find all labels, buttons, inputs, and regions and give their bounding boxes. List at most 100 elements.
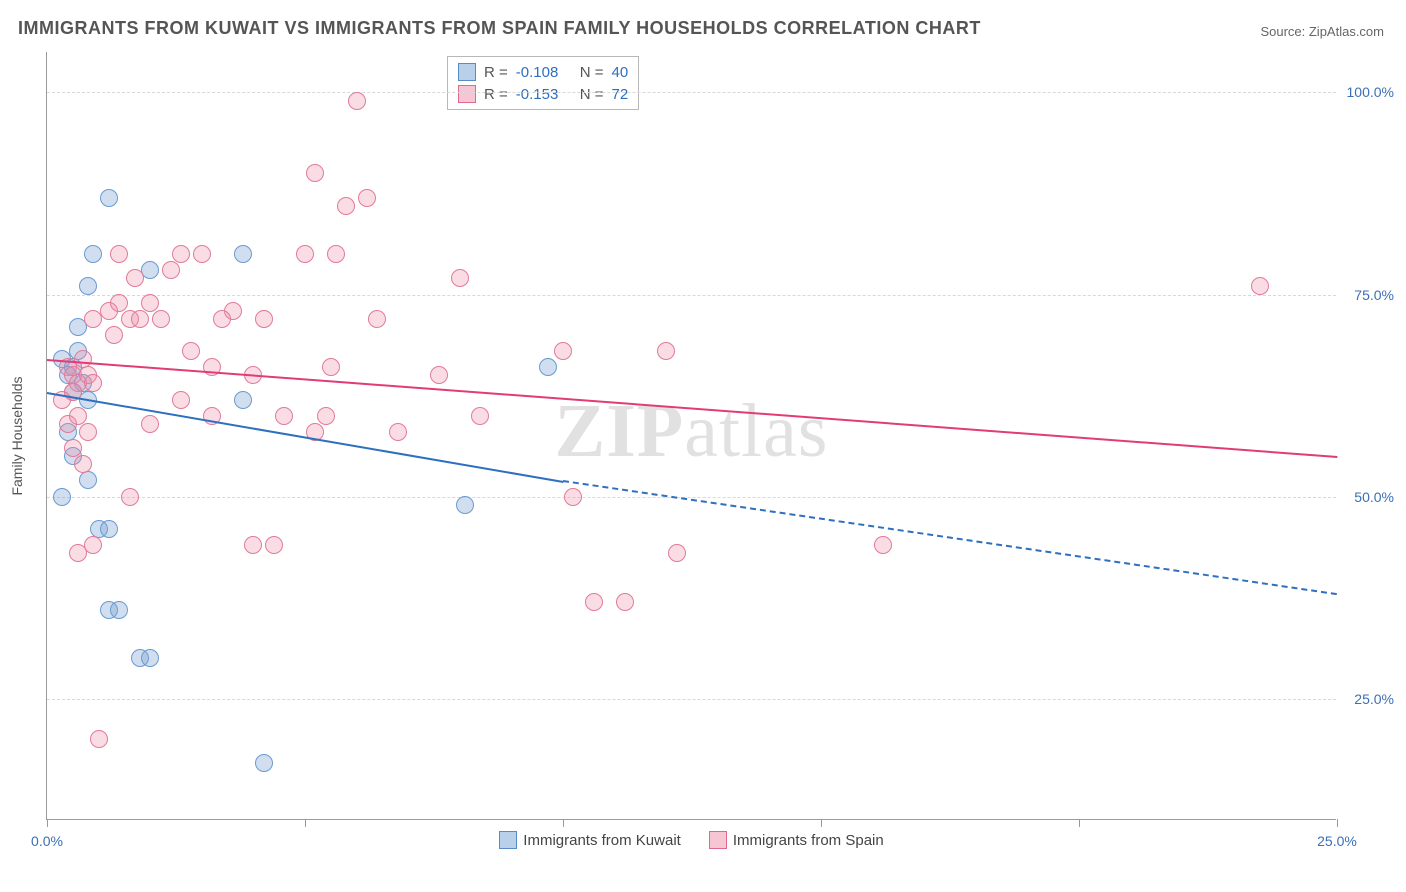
trend-line (47, 359, 1337, 458)
legend-r-label: R = (484, 64, 508, 81)
data-point (121, 488, 139, 506)
legend-series: Immigrants from Kuwait Immigrants from Sp… (47, 831, 1336, 853)
legend-n-value: 72 (612, 86, 629, 103)
data-point (110, 245, 128, 263)
data-point (244, 536, 262, 554)
gridline (47, 92, 1336, 93)
source-attribution: Source: ZipAtlas.com (1260, 24, 1384, 39)
data-point (105, 326, 123, 344)
x-tick-label: 25.0% (1317, 833, 1357, 849)
data-point (193, 245, 211, 263)
legend-r-value: -0.108 (516, 64, 572, 81)
data-point (64, 439, 82, 457)
data-point (141, 294, 159, 312)
chart-title: IMMIGRANTS FROM KUWAIT VS IMMIGRANTS FRO… (18, 18, 981, 39)
data-point (131, 310, 149, 328)
data-point (668, 544, 686, 562)
gridline (47, 295, 1336, 296)
legend-swatch (458, 63, 476, 81)
data-point (172, 245, 190, 263)
data-point (327, 245, 345, 263)
x-tick (305, 819, 306, 827)
data-point (275, 407, 293, 425)
data-point (296, 245, 314, 263)
data-point (255, 310, 273, 328)
data-point (172, 391, 190, 409)
data-point (317, 407, 335, 425)
data-point (84, 245, 102, 263)
data-point (100, 520, 118, 538)
data-point (451, 269, 469, 287)
legend-swatch (458, 85, 476, 103)
data-point (84, 536, 102, 554)
data-point (1251, 277, 1269, 295)
legend-r-value: -0.153 (516, 86, 572, 103)
data-point (389, 423, 407, 441)
data-point (337, 197, 355, 215)
data-point (141, 415, 159, 433)
data-point (53, 488, 71, 506)
data-point (90, 730, 108, 748)
data-point (430, 366, 448, 384)
data-point (182, 342, 200, 360)
y-axis-title: Family Households (9, 376, 25, 495)
legend-series-item: Immigrants from Kuwait (499, 831, 681, 849)
data-point (368, 310, 386, 328)
legend-swatch (709, 831, 727, 849)
legend-correlation-row: R = -0.108 N = 40 (458, 61, 628, 83)
data-point (152, 310, 170, 328)
x-tick (1337, 819, 1338, 827)
data-point (141, 261, 159, 279)
data-point (539, 358, 557, 376)
data-point (874, 536, 892, 554)
legend-series-label: Immigrants from Kuwait (523, 832, 681, 849)
gridline (47, 497, 1336, 498)
legend-n-label: N = (580, 86, 604, 103)
legend-n-value: 40 (612, 64, 629, 81)
data-point (79, 423, 97, 441)
data-point (585, 593, 603, 611)
data-point (306, 164, 324, 182)
legend-series-label: Immigrants from Spain (733, 832, 884, 849)
data-point (84, 374, 102, 392)
trend-line (47, 392, 563, 483)
y-tick-label: 75.0% (1354, 287, 1394, 303)
data-point (322, 358, 340, 376)
source-value: ZipAtlas.com (1309, 24, 1384, 39)
y-tick-label: 100.0% (1347, 84, 1394, 100)
data-point (657, 342, 675, 360)
data-point (564, 488, 582, 506)
plot-area: Family Households ZIPatlas R =-0.108N =4… (46, 52, 1336, 820)
legend-swatch (499, 831, 517, 849)
x-tick (563, 819, 564, 827)
data-point (471, 407, 489, 425)
legend-n-label: N = (580, 64, 604, 81)
data-point (358, 189, 376, 207)
trend-line (563, 480, 1337, 595)
correlation-chart: IMMIGRANTS FROM KUWAIT VS IMMIGRANTS FRO… (0, 0, 1406, 892)
data-point (126, 269, 144, 287)
y-tick-label: 25.0% (1354, 691, 1394, 707)
legend-correlation-row: R =-0.153N =72 (458, 83, 628, 105)
data-point (616, 593, 634, 611)
data-point (141, 649, 159, 667)
data-point (100, 189, 118, 207)
data-point (74, 455, 92, 473)
data-point (265, 536, 283, 554)
data-point (84, 310, 102, 328)
data-point (110, 601, 128, 619)
data-point (234, 245, 252, 263)
data-point (110, 294, 128, 312)
data-point (255, 754, 273, 772)
x-tick (1079, 819, 1080, 827)
gridline (47, 699, 1336, 700)
data-point (79, 471, 97, 489)
y-tick-label: 50.0% (1354, 489, 1394, 505)
data-point (456, 496, 474, 514)
x-tick (47, 819, 48, 827)
data-point (234, 391, 252, 409)
source-label: Source: (1260, 24, 1308, 39)
x-tick-label: 0.0% (31, 833, 63, 849)
legend-series-item: Immigrants from Spain (709, 831, 884, 849)
data-point (554, 342, 572, 360)
